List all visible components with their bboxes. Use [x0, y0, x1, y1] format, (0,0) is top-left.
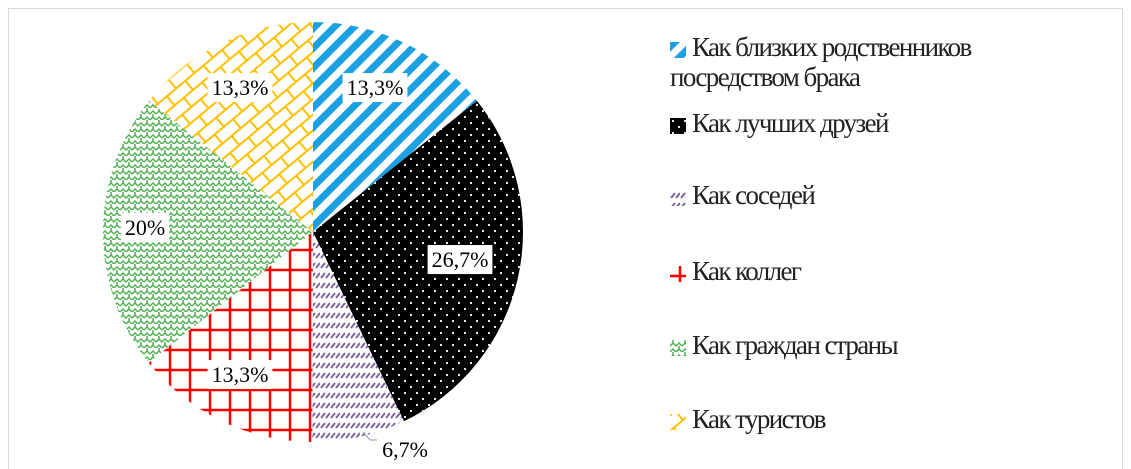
legend-entry: Как соседей	[670, 180, 1090, 210]
data-label-text: 26,7%	[432, 247, 489, 272]
data-label-bg	[427, 245, 493, 275]
data-label-text: 13,3%	[212, 75, 269, 100]
data-label-bg	[207, 73, 273, 103]
legend-label: Как близких родственников посредством бр…	[670, 32, 972, 92]
data-label-text: 13,3%	[347, 75, 404, 100]
data-label-bg	[120, 213, 170, 243]
data-label: 6,7%	[378, 435, 432, 465]
data-label-text: 20%	[125, 215, 165, 240]
legend-swatch	[670, 413, 686, 430]
pie-slice	[313, 100, 523, 422]
legend-swatch	[670, 189, 686, 206]
data-label-text: 6,7%	[382, 437, 428, 462]
legend-entry: Как близких родственников посредством бр…	[670, 32, 1090, 92]
pie-slice	[148, 232, 313, 442]
legend-label: Как соседей	[692, 180, 816, 210]
legend-entry: Как граждан страны	[670, 330, 1090, 360]
legend-label: Как граждан страны	[692, 330, 899, 360]
data-label: 26,7%	[427, 245, 493, 275]
leader-line	[362, 431, 377, 441]
legend-entry: Как лучших друзей	[670, 108, 1090, 138]
data-label-bg	[207, 360, 273, 390]
legend-label: Как туристов	[692, 404, 826, 434]
chart-border	[8, 8, 1123, 469]
legend-swatch	[670, 117, 686, 134]
legend-swatch	[670, 41, 686, 58]
legend-swatch	[670, 265, 686, 282]
legend-label: Как коллег	[692, 256, 802, 286]
data-label-bg	[378, 435, 432, 465]
pie-slice	[312, 232, 404, 442]
legend-entry: Как туристов	[670, 404, 1090, 434]
data-label: 13,3%	[342, 73, 408, 103]
legend-label: Как лучших друзей	[692, 108, 889, 138]
legend-swatch	[670, 339, 686, 356]
data-label-bg	[342, 73, 408, 103]
data-label-text: 13,3%	[212, 362, 269, 387]
data-label: 13,3%	[207, 73, 273, 103]
legend-entry: Как коллег	[670, 256, 1090, 286]
data-label: 20%	[120, 213, 170, 243]
pie-slice	[102, 100, 313, 363]
data-label: 13,3%	[207, 360, 273, 390]
